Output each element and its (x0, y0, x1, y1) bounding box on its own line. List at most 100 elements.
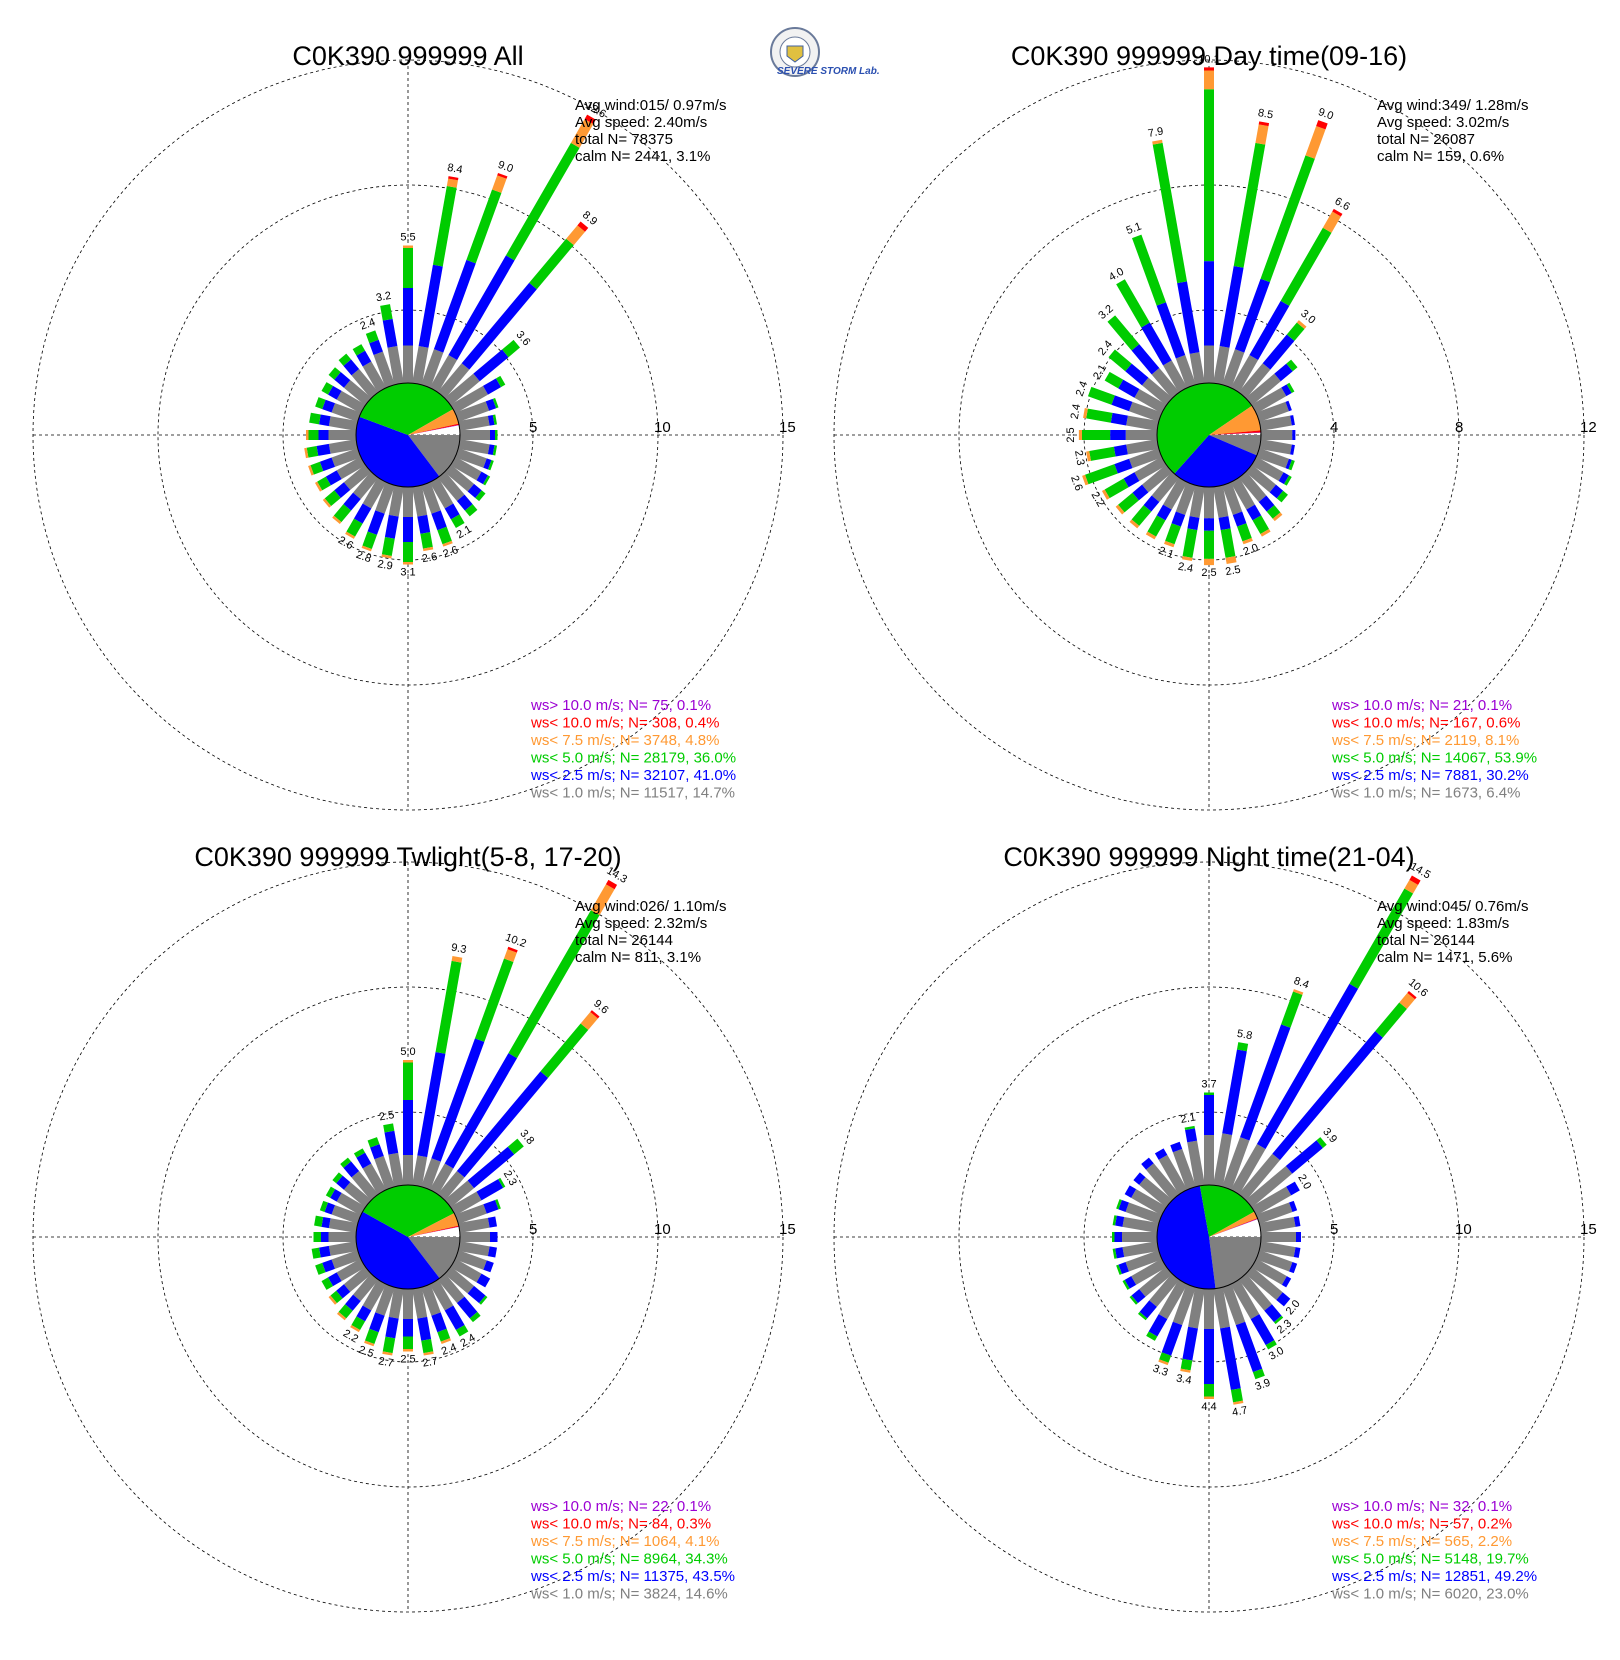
rose-bar-segment (444, 464, 475, 492)
rose-bar-segment (388, 1287, 404, 1319)
rose-bar-segment (455, 448, 487, 468)
bar-label: 2.4 (1177, 561, 1194, 575)
ring-label: 8 (1455, 419, 1463, 436)
rose-bar-segment (336, 1175, 351, 1190)
wind-rose-panel-4: 5 10 152.13.75.88.414.510.63.92.02.02.33.0… (833, 842, 1597, 1613)
calm-pie-slice (1174, 435, 1257, 487)
rose-bar-segment (437, 471, 465, 502)
rose-bar-segment (1122, 1216, 1159, 1233)
rose-bar-segment (1141, 1157, 1154, 1170)
calm-pie-slice (408, 1225, 459, 1237)
bar-label: 2.5 (400, 1353, 415, 1365)
rose-bar-segment (455, 1204, 487, 1224)
rose-bar-segment (353, 503, 372, 524)
bar-label: 7.9 (1147, 125, 1164, 139)
rose-bar-segment (1245, 464, 1276, 493)
rose-bar-segment (417, 514, 431, 534)
rose-bar-segment (317, 476, 331, 491)
bar-label: 2.4 (1074, 380, 1091, 398)
bar-label: 2.9 (376, 558, 393, 572)
rose-bar-segment (1134, 389, 1167, 414)
legend-entry: ws< 5.0 m/s; N= 8964, 34.3% (530, 1551, 728, 1568)
calm-pie-outline (355, 382, 461, 488)
rose-bar-segment (1185, 1128, 1198, 1143)
rose-bar-segment (1086, 408, 1113, 423)
bar-label: 3.9 (1254, 1377, 1272, 1394)
rose-bar-segment (437, 1273, 465, 1304)
rose-bar-segment (444, 373, 480, 406)
bar-label: 5.5 (400, 231, 415, 243)
rose-bar-segment (318, 1245, 331, 1258)
rose-bar-segment (1118, 379, 1140, 398)
bar-label: 10.2 (504, 932, 528, 951)
rose-bar-segment (1286, 382, 1295, 394)
rose-bar-segment (1290, 444, 1295, 455)
rose-bar-segment (328, 439, 358, 454)
calm-pie-slice (1209, 432, 1261, 435)
rose-bar-segment (325, 1186, 336, 1198)
rose-bar-segment (1222, 1049, 1247, 1135)
rose-bar-segment (321, 1277, 333, 1290)
rose-bar-segment (476, 471, 489, 485)
rose-bar-segment (1118, 492, 1139, 513)
calm-pie-slice (1209, 1218, 1258, 1237)
calm-pie-slice (359, 383, 454, 435)
rose-bar-segment (1234, 278, 1270, 353)
rose-bar-segment (1286, 1181, 1300, 1196)
rose-bar-segment (451, 955, 463, 963)
rose-bar-segment (1249, 300, 1290, 360)
calm-pie-slice (408, 435, 460, 477)
rose-bar-segment (1259, 439, 1292, 455)
rose-bar-segment (1139, 1177, 1173, 1208)
rose-bar-segment (311, 1247, 321, 1259)
rose-bar-segment (442, 540, 453, 547)
bar-label: 2.5 (1224, 564, 1241, 578)
rose-bar-segment (1082, 474, 1089, 486)
rose-bar-segment (577, 221, 589, 232)
rose-bar-segment (431, 510, 447, 531)
rose-bar-segment (1131, 1258, 1167, 1285)
rose-bar-segment (1236, 1042, 1249, 1052)
rose-bar-segment (444, 503, 460, 520)
rose-bar-segment (1293, 989, 1304, 995)
rose-bar-segment (331, 1250, 361, 1269)
rose-bar-segment (387, 345, 404, 385)
stats-line: Avg speed: 1.83m/s (1377, 915, 1509, 932)
rose-bar-segment (444, 1305, 465, 1330)
rose-bar-segment (590, 884, 615, 916)
rose-bar-segment (343, 1266, 372, 1292)
rose-bar-segment (1259, 1216, 1296, 1233)
rose-bar-segment (487, 444, 495, 456)
legend-entry: ws< 1.0 m/s; N= 1673, 6.4% (1331, 785, 1520, 802)
rose-bar-segment (456, 1296, 478, 1319)
rose-bar-segment (1182, 556, 1193, 561)
rose-bar-segment (437, 363, 470, 399)
rose-bar-segment (464, 504, 478, 517)
rose-bar-segment (505, 142, 580, 261)
legend-entry: ws> 10.0 m/s; N= 21, 0.1% (1331, 697, 1512, 714)
rose-bar-segment (1159, 1352, 1172, 1363)
rose-bar-segment (1245, 1165, 1293, 1208)
rose-bar-segment (343, 1161, 360, 1178)
stats-line: calm N= 159, 0.6% (1377, 148, 1504, 165)
rose-bar-segment (483, 458, 492, 470)
rose-bar-segment (315, 481, 323, 492)
rose-bar-segment (343, 1182, 372, 1208)
calm-pie-slice (1209, 405, 1261, 435)
rose-bar-segment (417, 1316, 432, 1341)
legend-entry: ws< 5.0 m/s; N= 14067, 53.9% (1331, 750, 1537, 767)
rose-bar-segment (417, 1051, 446, 1158)
rose-bar-segment (437, 1170, 465, 1201)
rose-bar-segment (1290, 415, 1295, 426)
rose-bar-segment (458, 439, 490, 455)
rose-bar-segment (1129, 519, 1140, 529)
rose-bar-segment (1213, 345, 1230, 385)
calm-pie-outline (1156, 382, 1262, 488)
rose-bar-segment (1259, 415, 1292, 431)
rose-bar-segment (1251, 1186, 1292, 1216)
rose-bar-segment (1245, 1266, 1283, 1300)
rose-bar-segment (1165, 523, 1181, 545)
rose-bar-segment (1156, 302, 1186, 359)
rose-bar-segment (1124, 1276, 1137, 1289)
rose-bar-segment (1134, 456, 1167, 481)
